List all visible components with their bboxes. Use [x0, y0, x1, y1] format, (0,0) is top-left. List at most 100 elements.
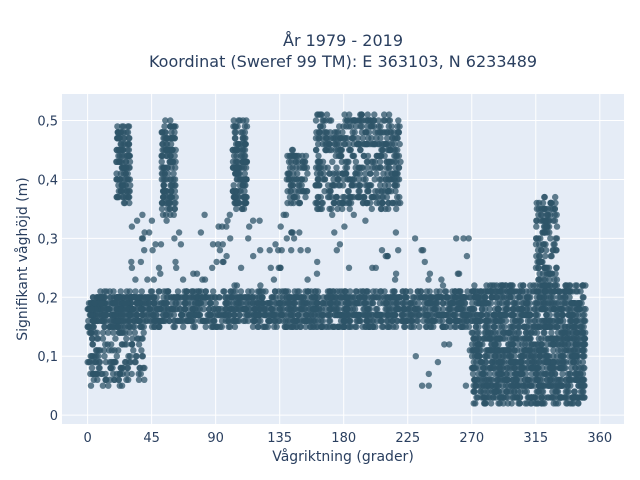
data-point	[249, 300, 256, 307]
data-point	[546, 376, 554, 383]
data-point	[115, 323, 122, 330]
data-point	[171, 135, 178, 142]
data-point	[451, 288, 459, 295]
data-point	[572, 370, 579, 378]
data-point	[106, 358, 114, 366]
data-point	[89, 294, 97, 301]
data-point	[232, 288, 239, 295]
data-point	[483, 311, 490, 319]
data-point	[553, 264, 560, 271]
data-point	[268, 294, 275, 301]
data-point	[380, 170, 387, 177]
data-point	[149, 247, 156, 254]
data-point	[342, 164, 349, 171]
data-point	[197, 229, 205, 236]
data-point	[329, 211, 336, 218]
data-point	[345, 123, 353, 130]
data-point	[549, 341, 556, 348]
data-point	[553, 223, 561, 230]
data-point	[126, 288, 133, 295]
data-point	[167, 140, 175, 148]
data-point	[425, 382, 432, 389]
data-point	[473, 317, 480, 325]
data-point	[474, 353, 481, 360]
data-point	[471, 388, 478, 395]
data-point	[370, 123, 378, 130]
data-point	[195, 288, 203, 295]
data-point	[167, 176, 174, 183]
data-point	[191, 323, 199, 330]
data-point	[490, 323, 497, 330]
data-point	[469, 370, 477, 378]
data-point	[280, 211, 287, 218]
data-point	[219, 241, 226, 248]
data-point	[392, 323, 400, 330]
data-point	[355, 188, 362, 195]
data-point	[342, 288, 349, 295]
data-point	[105, 329, 112, 336]
data-point	[170, 211, 177, 218]
data-point	[234, 164, 241, 171]
data-point	[206, 311, 213, 319]
data-point	[312, 199, 319, 207]
data-point	[532, 376, 539, 383]
data-point	[115, 376, 123, 383]
data-point	[511, 329, 518, 336]
data-point	[363, 311, 370, 319]
data-point	[119, 364, 127, 372]
data-point	[132, 358, 139, 366]
data-point	[231, 305, 238, 313]
data-point	[161, 176, 169, 183]
data-point	[115, 329, 123, 336]
data-point	[271, 323, 278, 330]
data-point	[542, 241, 549, 248]
data-point	[315, 158, 322, 165]
data-point	[482, 335, 489, 342]
data-point	[319, 123, 327, 130]
data-point	[378, 247, 386, 254]
data-point	[477, 341, 484, 348]
data-point	[358, 111, 365, 118]
data-point	[385, 111, 393, 118]
data-point	[92, 358, 99, 366]
data-point	[155, 305, 162, 313]
data-point	[338, 146, 346, 154]
data-point	[524, 317, 532, 325]
data-point	[349, 176, 357, 183]
data-point	[103, 288, 110, 295]
data-point	[385, 176, 392, 183]
data-point	[482, 317, 489, 325]
data-point	[214, 241, 222, 248]
data-point	[336, 140, 343, 148]
data-point	[140, 329, 147, 336]
data-point	[356, 317, 363, 325]
data-point	[144, 294, 152, 301]
data-point	[267, 264, 274, 271]
data-point	[333, 247, 340, 254]
data-point	[155, 288, 162, 295]
data-point	[324, 288, 332, 295]
data-point	[566, 353, 573, 360]
data-point	[240, 199, 248, 207]
data-point	[137, 258, 145, 266]
data-point	[519, 282, 527, 289]
data-point	[331, 140, 338, 148]
data-point	[392, 170, 399, 177]
data-point	[427, 323, 435, 330]
data-point	[526, 311, 534, 319]
data-point	[534, 400, 542, 407]
data-point	[325, 188, 332, 195]
data-point	[533, 288, 540, 295]
data-point	[574, 288, 581, 295]
data-point	[362, 176, 369, 183]
data-point	[393, 135, 401, 142]
data-point	[542, 247, 550, 254]
data-point	[159, 211, 167, 218]
data-point	[177, 305, 184, 313]
data-point	[374, 294, 381, 301]
data-point	[393, 182, 401, 189]
data-point	[339, 199, 346, 207]
data-point	[522, 300, 530, 307]
data-point	[348, 294, 355, 301]
data-point	[318, 317, 325, 325]
